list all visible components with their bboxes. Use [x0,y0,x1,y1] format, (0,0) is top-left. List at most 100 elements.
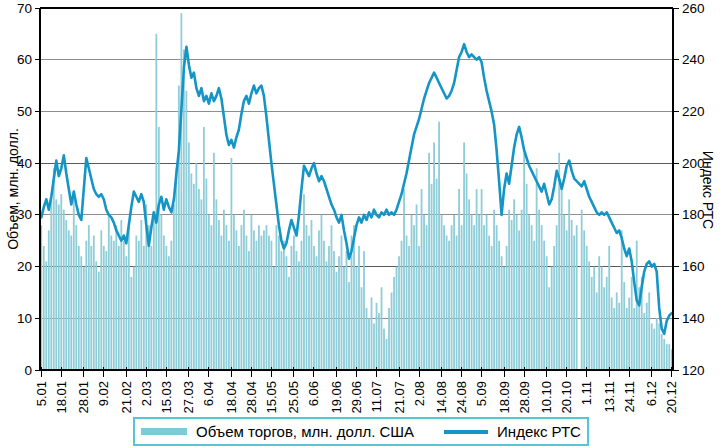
left-axis-tick-label: 20 [17,259,32,274]
volume-bar [396,267,398,370]
volume-bar [313,246,315,370]
volume-bar [155,34,157,370]
legend-volume-label: Объем торгов, млн. долл. США [196,423,414,440]
volume-bar [223,210,225,370]
volume-bar [491,246,493,370]
volume-bar [236,230,238,370]
volume-bar [621,230,623,370]
x-axis-tick-label: 25.05 [286,381,301,414]
volume-bar [511,220,513,370]
volume-bar [83,267,85,370]
volume-bar [431,184,433,370]
volume-bar [626,308,628,370]
right-axis-tick-label: 160 [682,259,705,274]
volume-bar [93,236,95,370]
x-axis-tick-label: 28.04 [244,381,259,414]
volume-bar [618,303,620,370]
volume-bar [73,199,75,370]
x-axis-tick-label: 20.12 [664,381,679,414]
volume-bar [663,339,665,370]
volume-bar [418,246,420,370]
volume-bar [488,236,490,370]
volume-bar [371,298,373,370]
volume-bar [598,256,600,370]
volume-bar [100,230,102,370]
volume-bar [566,230,568,370]
volume-bar [508,210,510,370]
volume-bar [493,210,495,370]
volume-bar [446,236,448,370]
volume-bar [256,241,258,370]
volume-bar [268,236,270,370]
volume-bar [276,225,278,370]
volume-bar [195,163,197,370]
volume-bar [358,246,360,370]
left-axis-tick-label: 60 [17,52,32,67]
x-axis-tick-label: 5.01 [34,381,49,406]
volume-bar [658,323,660,370]
volume-bar [666,344,668,370]
volume-bar [628,298,630,370]
volume-bar [458,189,460,370]
volume-bar [198,189,200,370]
x-axis-tick-label: 1.11 [579,381,594,405]
volume-bar [193,184,195,370]
volume-bar [128,225,130,370]
x-axis-tick-label: 28.01 [76,381,91,414]
left-axis-title: Объем, млн. долл. [5,128,21,250]
volume-bar [53,168,55,370]
volume-bar [175,168,177,370]
volume-bar [413,225,415,370]
volume-bar [200,199,202,370]
left-axis-tick-label: 50 [17,104,32,119]
volume-bar [226,225,228,370]
volume-bar [103,246,105,370]
volume-bar [135,236,137,370]
volume-bar [311,220,313,370]
volume-bar [453,215,455,370]
volume-bar [501,256,503,370]
volume-bar [188,142,190,370]
volume-bar [403,189,405,370]
x-axis-tick-label: 2.03 [139,381,154,406]
volume-bar [363,251,365,370]
volume-bar [296,251,298,370]
volume-bar [461,225,463,370]
volume-bar [656,318,658,370]
volume-bar [286,256,288,370]
volume-bar [185,91,187,370]
volume-bar [218,220,220,370]
volume-bar [331,225,333,370]
volume-bar [78,246,80,370]
volume-bar [205,179,207,370]
volume-bar [246,236,248,370]
volume-bar [381,287,383,370]
volume-bar [596,292,598,370]
volume-bar [581,210,583,370]
volume-bar [631,277,633,370]
volume-bar [516,215,518,370]
volume-bar [388,308,390,370]
x-axis-tick-label: 21.07 [392,381,407,414]
volume-bar [75,225,77,370]
volume-bar [361,287,363,370]
volume-bar [115,225,117,370]
volume-bar [271,241,273,370]
index-series-swatch-icon [444,430,488,434]
volume-bar [573,236,575,370]
volume-bar [180,13,182,370]
volume-bar [50,199,52,370]
volume-bar [123,241,125,370]
volume-bar [643,313,645,370]
x-axis-tick-label: 11.07 [369,381,384,413]
volume-bar [60,194,62,370]
volume-bar [253,230,255,370]
x-axis-tick-label: 27.03 [181,381,196,414]
volume-bar [341,236,343,370]
volume-bar [456,236,458,370]
x-axis-tick-label: 18.04 [224,381,239,414]
volume-bar [98,272,100,370]
volume-bar [653,329,655,370]
volume-bar [486,215,488,370]
volume-bar [258,225,260,370]
